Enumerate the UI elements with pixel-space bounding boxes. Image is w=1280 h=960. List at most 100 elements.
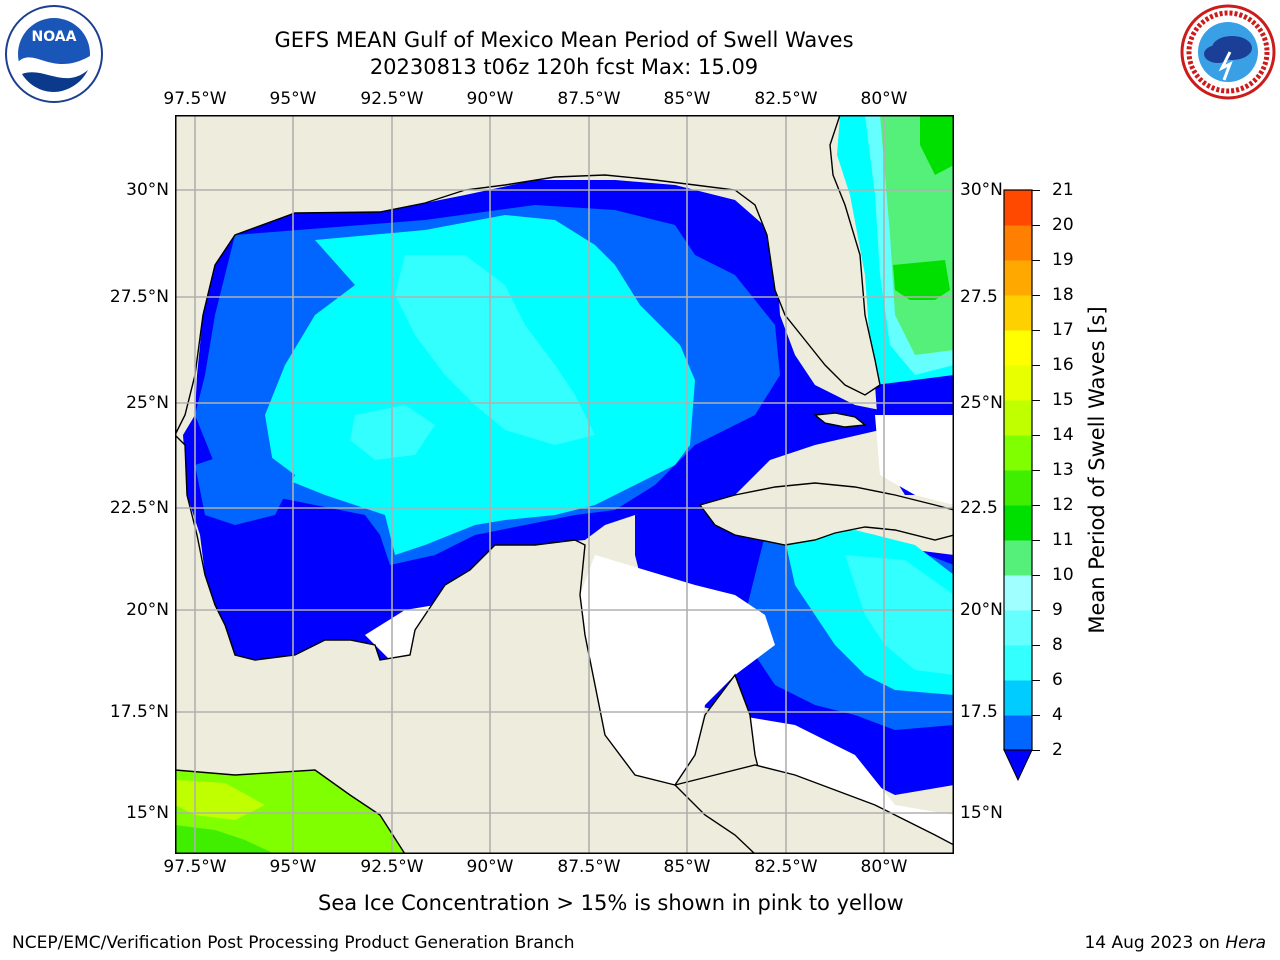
colorbar-tick-mark: [1032, 505, 1040, 507]
colorbar-tick-mark: [1032, 715, 1040, 717]
lat-tick-label-right: 17.5: [960, 702, 998, 722]
noaa-logo: NOAA: [4, 4, 104, 104]
lon-tick-label-bottom: 97.5°W: [163, 857, 227, 877]
colorbar-tick-mark: [1032, 540, 1040, 542]
lon-tick-label-bottom: 82.5°W: [754, 857, 818, 877]
colorbar-tick-label: 12: [1052, 495, 1074, 515]
colorbar-tick-mark: [1032, 260, 1040, 262]
colorbar-tick-mark: [1032, 330, 1040, 332]
lon-tick-label-top: 87.5°W: [557, 89, 621, 109]
gulf-swell-field-band-5: [195, 445, 295, 525]
lat-tick-label-right: 22.5: [960, 498, 998, 518]
gulf-swell-field-band-4: [395, 255, 595, 445]
no-data-cuba-north: [875, 415, 954, 505]
colorbar-tick-label: 2: [1052, 740, 1063, 760]
lon-tick-label-top: 95°W: [269, 89, 317, 109]
lon-tick-label-top: 92.5°W: [360, 89, 424, 109]
sea-ice-note: Sea Ice Concentration > 15% is shown in …: [318, 891, 904, 915]
land-cuba: [698, 482, 954, 546]
colorbar-segment: [1004, 715, 1032, 751]
chart-subtitle: 20230813 t06z 120h fcst Max: 15.09: [369, 55, 759, 79]
map-panel: [175, 115, 954, 854]
colorbar-tick-mark: [1032, 645, 1040, 647]
colorbar-tick-mark: [1032, 400, 1040, 402]
colorbar-tick-label: 11: [1052, 530, 1074, 550]
colorbar-tick-mark: [1032, 190, 1040, 192]
lat-tick-label-right: 15°N: [960, 803, 1003, 823]
colorbar-tick-mark: [1032, 435, 1040, 437]
colorbar-tick-mark: [1032, 225, 1040, 227]
colorbar-segment: [1004, 575, 1032, 611]
colorbar-segment: [1004, 645, 1032, 681]
lon-tick-label-bottom: 92.5°W: [360, 857, 424, 877]
colorbar-tick-mark: [1032, 750, 1040, 752]
pacific-swell-field-band-2: [175, 780, 265, 820]
colorbar-tick-label: 20: [1052, 215, 1074, 235]
lon-tick-label-top: 97.5°W: [163, 89, 227, 109]
lat-tick-label-left: 20°N: [126, 600, 169, 620]
no-data-yucatan: [580, 555, 775, 785]
lon-tick-label-bottom: 90°W: [466, 857, 514, 877]
colorbar-tick-label: 8: [1052, 635, 1063, 655]
footer-date: 14 Aug 2023 on Hera: [1084, 933, 1266, 953]
colorbar-tick-label: 17: [1052, 320, 1074, 340]
footer-credit: NCEP/EMC/Verification Post Processing Pr…: [12, 933, 575, 953]
colorbar-tick-mark: [1032, 575, 1040, 577]
lon-tick-label-bottom: 85°W: [663, 857, 711, 877]
colorbar-tick-label: 6: [1052, 670, 1063, 690]
map-gridlines: [175, 115, 954, 854]
colorbar-tick-label: 14: [1052, 425, 1074, 445]
lat-tick-label-left: 22.5°N: [109, 498, 169, 518]
colorbar-tick-label: 15: [1052, 390, 1074, 410]
lat-tick-label-right: 25°N: [960, 393, 1003, 413]
colorbar-segment: [1004, 225, 1032, 261]
colorbar-tick-label: 16: [1052, 355, 1074, 375]
footer-machine: Hera: [1225, 933, 1266, 953]
lon-tick-label-bottom: 87.5°W: [557, 857, 621, 877]
lon-tick-label-top: 80°W: [860, 89, 908, 109]
lat-tick-label-left: 30°N: [126, 180, 169, 200]
colorbar: [1000, 186, 1040, 786]
lat-tick-label-left: 27.5°N: [109, 287, 169, 307]
lon-tick-label-top: 82.5°W: [754, 89, 818, 109]
colorbar-segment: [1004, 295, 1032, 331]
colorbar-tick-label: 4: [1052, 705, 1063, 725]
nws-logo: [1178, 2, 1278, 102]
land-florida-keys: [813, 412, 867, 428]
colorbar-tick-label: 19: [1052, 250, 1074, 270]
colorbar-segment: [1004, 610, 1032, 646]
lat-tick-label-left: 25°N: [126, 393, 169, 413]
lat-tick-label-left: 15°N: [126, 803, 169, 823]
lat-tick-label-right: 27.5: [960, 287, 998, 307]
lat-tick-label-right: 20°N: [960, 600, 1003, 620]
colorbar-label: Mean Period of Swell Waves [s]: [1085, 306, 1109, 634]
land-us-gulf-coast: [175, 115, 954, 436]
colorbar-segment: [1004, 330, 1032, 366]
pacific-swell-field-band-3: [175, 825, 275, 854]
colorbar-under-extension: [1003, 749, 1033, 782]
caribbean-swell-field-band-4: [845, 555, 954, 675]
colorbar-segment: [1004, 190, 1032, 226]
colorbar-tick-mark: [1032, 680, 1040, 682]
atlantic-swell-field-band-4: [920, 115, 954, 175]
colorbar-tick-mark: [1032, 295, 1040, 297]
lon-tick-label-top: 90°W: [466, 89, 514, 109]
colorbar-segment: [1004, 505, 1032, 541]
colorbar-tick-mark: [1032, 470, 1040, 472]
lon-tick-label-bottom: 80°W: [860, 857, 908, 877]
colorbar-segment: [1004, 365, 1032, 401]
colorbar-segment: [1004, 260, 1032, 296]
colorbar-segment: [1004, 540, 1032, 576]
lon-tick-label-top: 85°W: [663, 89, 711, 109]
map-frame: [175, 115, 954, 854]
colorbar-tick-label: 18: [1052, 285, 1074, 305]
swell-period-map: [175, 115, 954, 854]
colorbar-tick-label: 21: [1052, 180, 1074, 200]
colorbar-tick-mark: [1032, 365, 1040, 367]
lat-tick-label-right: 30°N: [960, 180, 1003, 200]
colorbar-segment: [1004, 400, 1032, 436]
colorbar-tick-mark: [1032, 610, 1040, 612]
lat-tick-label-left: 17.5°N: [109, 702, 169, 722]
colorbar-tick-label: 10: [1052, 565, 1074, 585]
colorbar-tick-label: 13: [1052, 460, 1074, 480]
